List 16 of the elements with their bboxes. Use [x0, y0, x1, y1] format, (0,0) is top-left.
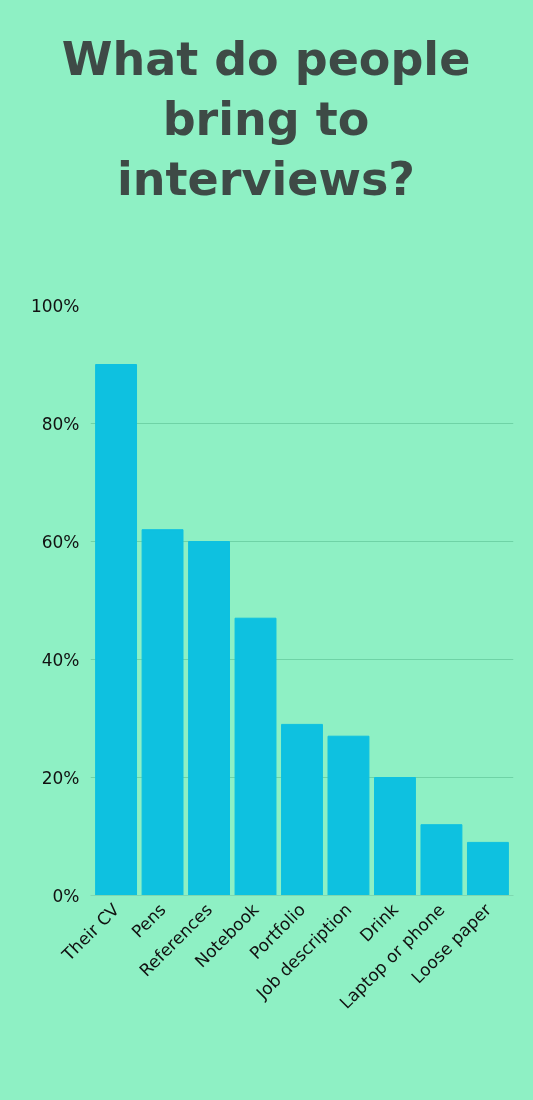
bar	[141, 529, 184, 896]
y-tick-label: 20%	[41, 767, 80, 788]
bar	[420, 824, 463, 896]
y-tick-label: 100%	[30, 295, 80, 316]
chart-title: What do people bring to interviews?	[60, 31, 472, 208]
y-tick-label: 80%	[41, 413, 80, 434]
bar	[374, 777, 416, 896]
bar	[466, 841, 509, 896]
y-tick-label: 60%	[41, 531, 80, 552]
bar	[327, 735, 370, 896]
y-tick-label: 40%	[41, 649, 80, 670]
y-tick-label: 0%	[52, 885, 80, 906]
bar	[188, 541, 230, 896]
bar	[234, 617, 277, 896]
bar	[95, 364, 138, 896]
bar	[281, 723, 323, 896]
